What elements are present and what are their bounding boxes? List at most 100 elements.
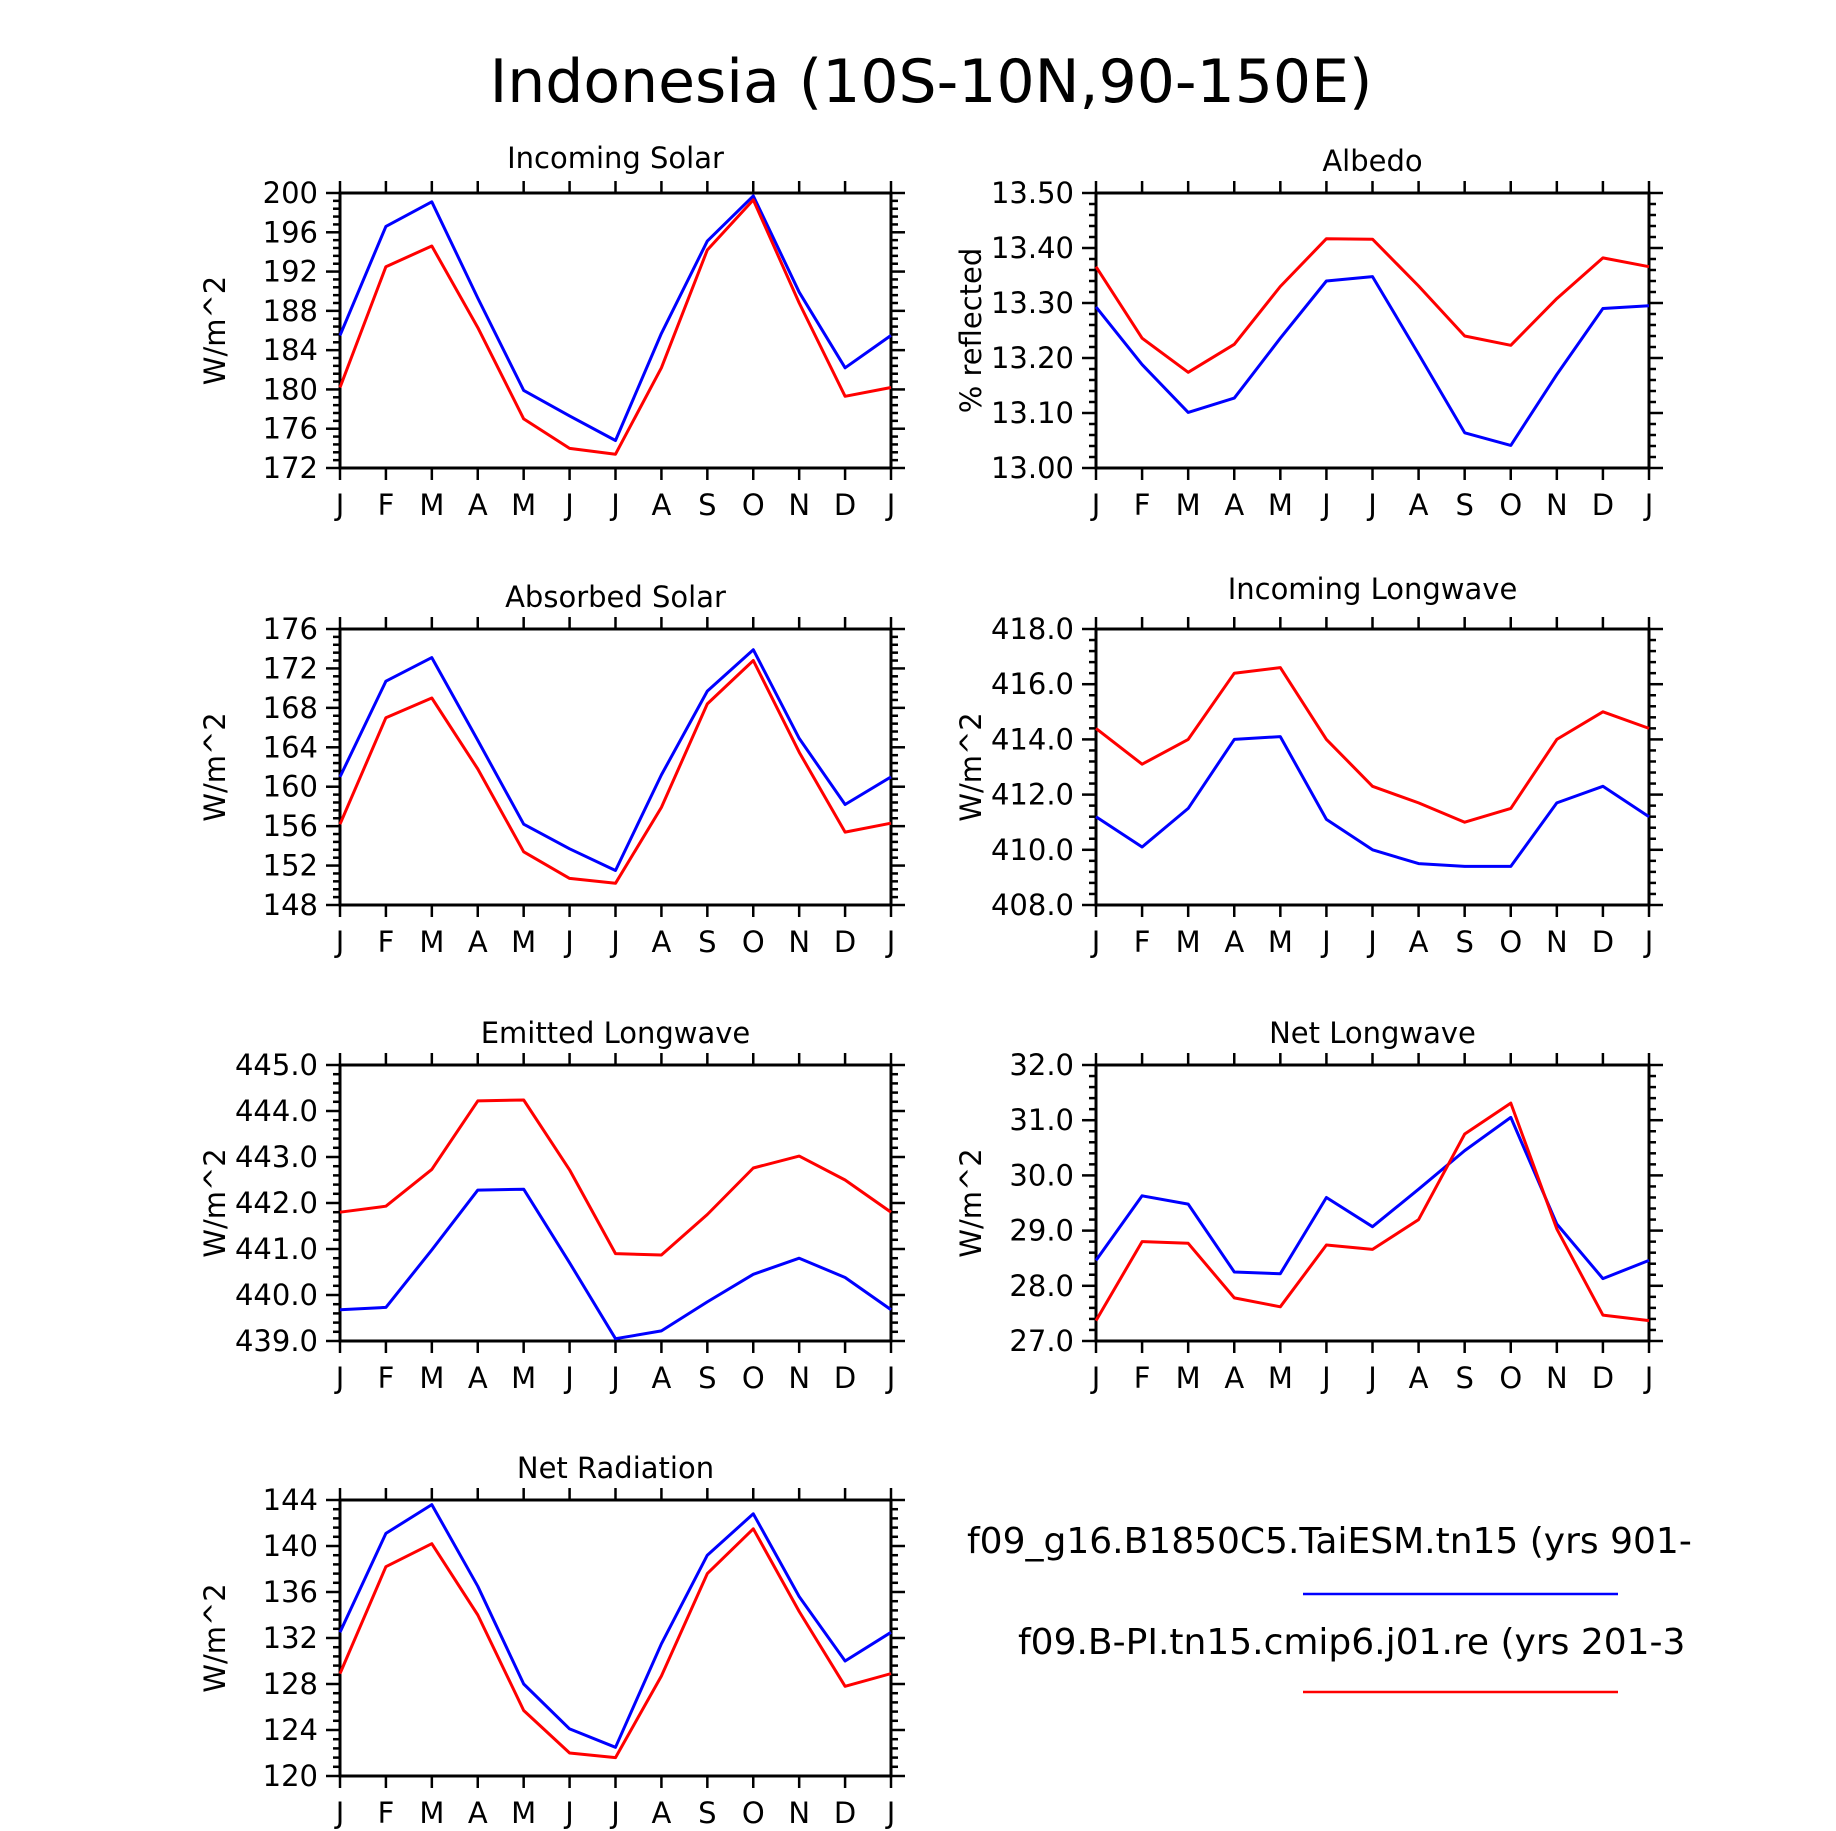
y-tick-label: 439.0 (235, 1324, 318, 1358)
x-tick-label: A (468, 925, 488, 959)
x-tick-label: M (419, 1361, 444, 1395)
y-tick-label: 408.0 (991, 888, 1074, 922)
legend: f09_g16.B1850C5.TaiESM.tn15 (yrs 901- f0… (967, 1521, 1692, 1694)
x-tick-label: O (742, 1796, 765, 1830)
x-tick-label: J (1090, 925, 1101, 959)
y-tick-label: 184 (263, 333, 318, 367)
panel-title: Incoming Longwave (1228, 572, 1518, 606)
x-tick-label: A (651, 488, 671, 522)
y-tick-label: 164 (263, 730, 318, 764)
x-tick-label: F (378, 1796, 395, 1830)
plot-frame (1094, 627, 1651, 907)
x-tick-label: A (1224, 488, 1244, 522)
x-tick-label: D (834, 1361, 856, 1395)
x-tick-label: M (1268, 488, 1293, 522)
x-tick-label: M (511, 1796, 536, 1830)
series-line-red (1095, 666, 1650, 824)
y-tick-label: 441.0 (235, 1232, 318, 1266)
x-tick-label: A (1224, 1361, 1244, 1395)
x-tick-label: A (651, 1796, 671, 1830)
x-tick-label: J (334, 488, 345, 522)
x-tick-label: A (468, 1796, 488, 1830)
x-tick-label: J (563, 1796, 574, 1830)
x-tick-label: F (1134, 488, 1151, 522)
x-tick-label: M (1268, 925, 1293, 959)
x-tick-label: O (1499, 488, 1522, 522)
x-tick-label: O (742, 1361, 765, 1395)
series-line-blue (338, 1503, 892, 1749)
x-tick-label: N (1546, 1361, 1568, 1395)
y-tick-label: 124 (263, 1713, 318, 1747)
x-tick-label: J (1320, 488, 1331, 522)
x-tick-label: J (1320, 1361, 1331, 1395)
y-tick-label: 418.0 (991, 612, 1074, 646)
y-tick-label: 13.30 (991, 286, 1074, 320)
y-axis-label: % reflected (954, 248, 988, 414)
y-tick-label: 31.0 (1009, 1103, 1074, 1137)
legend-label-blue: f09_g16.B1850C5.TaiESM.tn15 (yrs 901- (967, 1521, 1692, 1562)
x-tick-label: M (419, 925, 444, 959)
x-tick-label: J (334, 1796, 345, 1830)
panel-title: Emitted Longwave (481, 1016, 751, 1050)
x-tick-label: J (563, 488, 574, 522)
x-tick-label: J (609, 1796, 620, 1830)
y-tick-label: 410.0 (991, 833, 1074, 867)
y-axis-label: W/m^2 (198, 712, 232, 821)
x-tick-label: M (1176, 925, 1201, 959)
y-tick-label: 444.0 (235, 1094, 318, 1128)
series-line-blue (1094, 1115, 1650, 1281)
y-tick-label: 29.0 (1009, 1214, 1074, 1248)
x-tick-label: O (1499, 925, 1522, 959)
x-tick-label: J (1366, 1361, 1377, 1395)
y-axis-label: W/m^2 (198, 1148, 232, 1257)
series-line-red (339, 1098, 892, 1257)
y-tick-label: 180 (263, 372, 318, 406)
x-tick-label: A (468, 488, 488, 522)
x-tick-label: F (378, 1361, 395, 1395)
y-tick-label: 148 (263, 888, 318, 922)
y-tick-label: 136 (263, 1575, 318, 1609)
x-tick-label: F (378, 488, 395, 522)
x-tick-label: M (511, 1361, 536, 1395)
x-tick-label: M (1268, 1361, 1293, 1395)
y-tick-label: 160 (263, 770, 318, 804)
y-tick-label: 445.0 (235, 1048, 318, 1082)
x-tick-label: J (609, 925, 620, 959)
y-tick-label: 188 (263, 294, 318, 328)
series-line-blue (338, 194, 892, 442)
x-tick-label: J (563, 925, 574, 959)
y-tick-label: 28.0 (1009, 1269, 1074, 1303)
x-tick-label: M (511, 925, 536, 959)
x-tick-label: J (609, 1361, 620, 1395)
x-tick-label: N (788, 1361, 810, 1395)
x-tick-label: J (885, 488, 896, 522)
series-line-red (1094, 237, 1650, 374)
y-tick-label: 416.0 (991, 667, 1074, 701)
legend-label-red: f09.B-PI.tn15.cmip6.j01.re (yrs 201-3 (1018, 1622, 1685, 1663)
x-tick-label: J (1366, 925, 1377, 959)
x-tick-label: J (1090, 488, 1101, 522)
y-tick-label: 32.0 (1009, 1048, 1074, 1082)
x-tick-label: M (419, 488, 444, 522)
x-tick-label: J (1320, 925, 1331, 959)
x-tick-label: O (742, 925, 765, 959)
x-tick-label: N (788, 488, 810, 522)
y-tick-label: 120 (263, 1759, 318, 1793)
x-tick-label: J (885, 1361, 896, 1395)
x-tick-label: A (651, 925, 671, 959)
x-tick-label: A (1409, 925, 1429, 959)
x-tick-label: S (1455, 488, 1473, 522)
x-tick-label: S (1455, 925, 1473, 959)
x-tick-label: J (1090, 1361, 1101, 1395)
y-tick-label: 176 (263, 612, 318, 646)
x-tick-label: J (334, 925, 345, 959)
y-tick-label: 440.0 (235, 1278, 318, 1312)
x-tick-label: M (511, 488, 536, 522)
y-tick-label: 13.00 (991, 451, 1074, 485)
x-tick-label: J (1643, 1361, 1654, 1395)
x-tick-label: S (698, 925, 716, 959)
x-tick-label: J (1366, 488, 1377, 522)
y-axis-label: W/m^2 (198, 1583, 232, 1692)
